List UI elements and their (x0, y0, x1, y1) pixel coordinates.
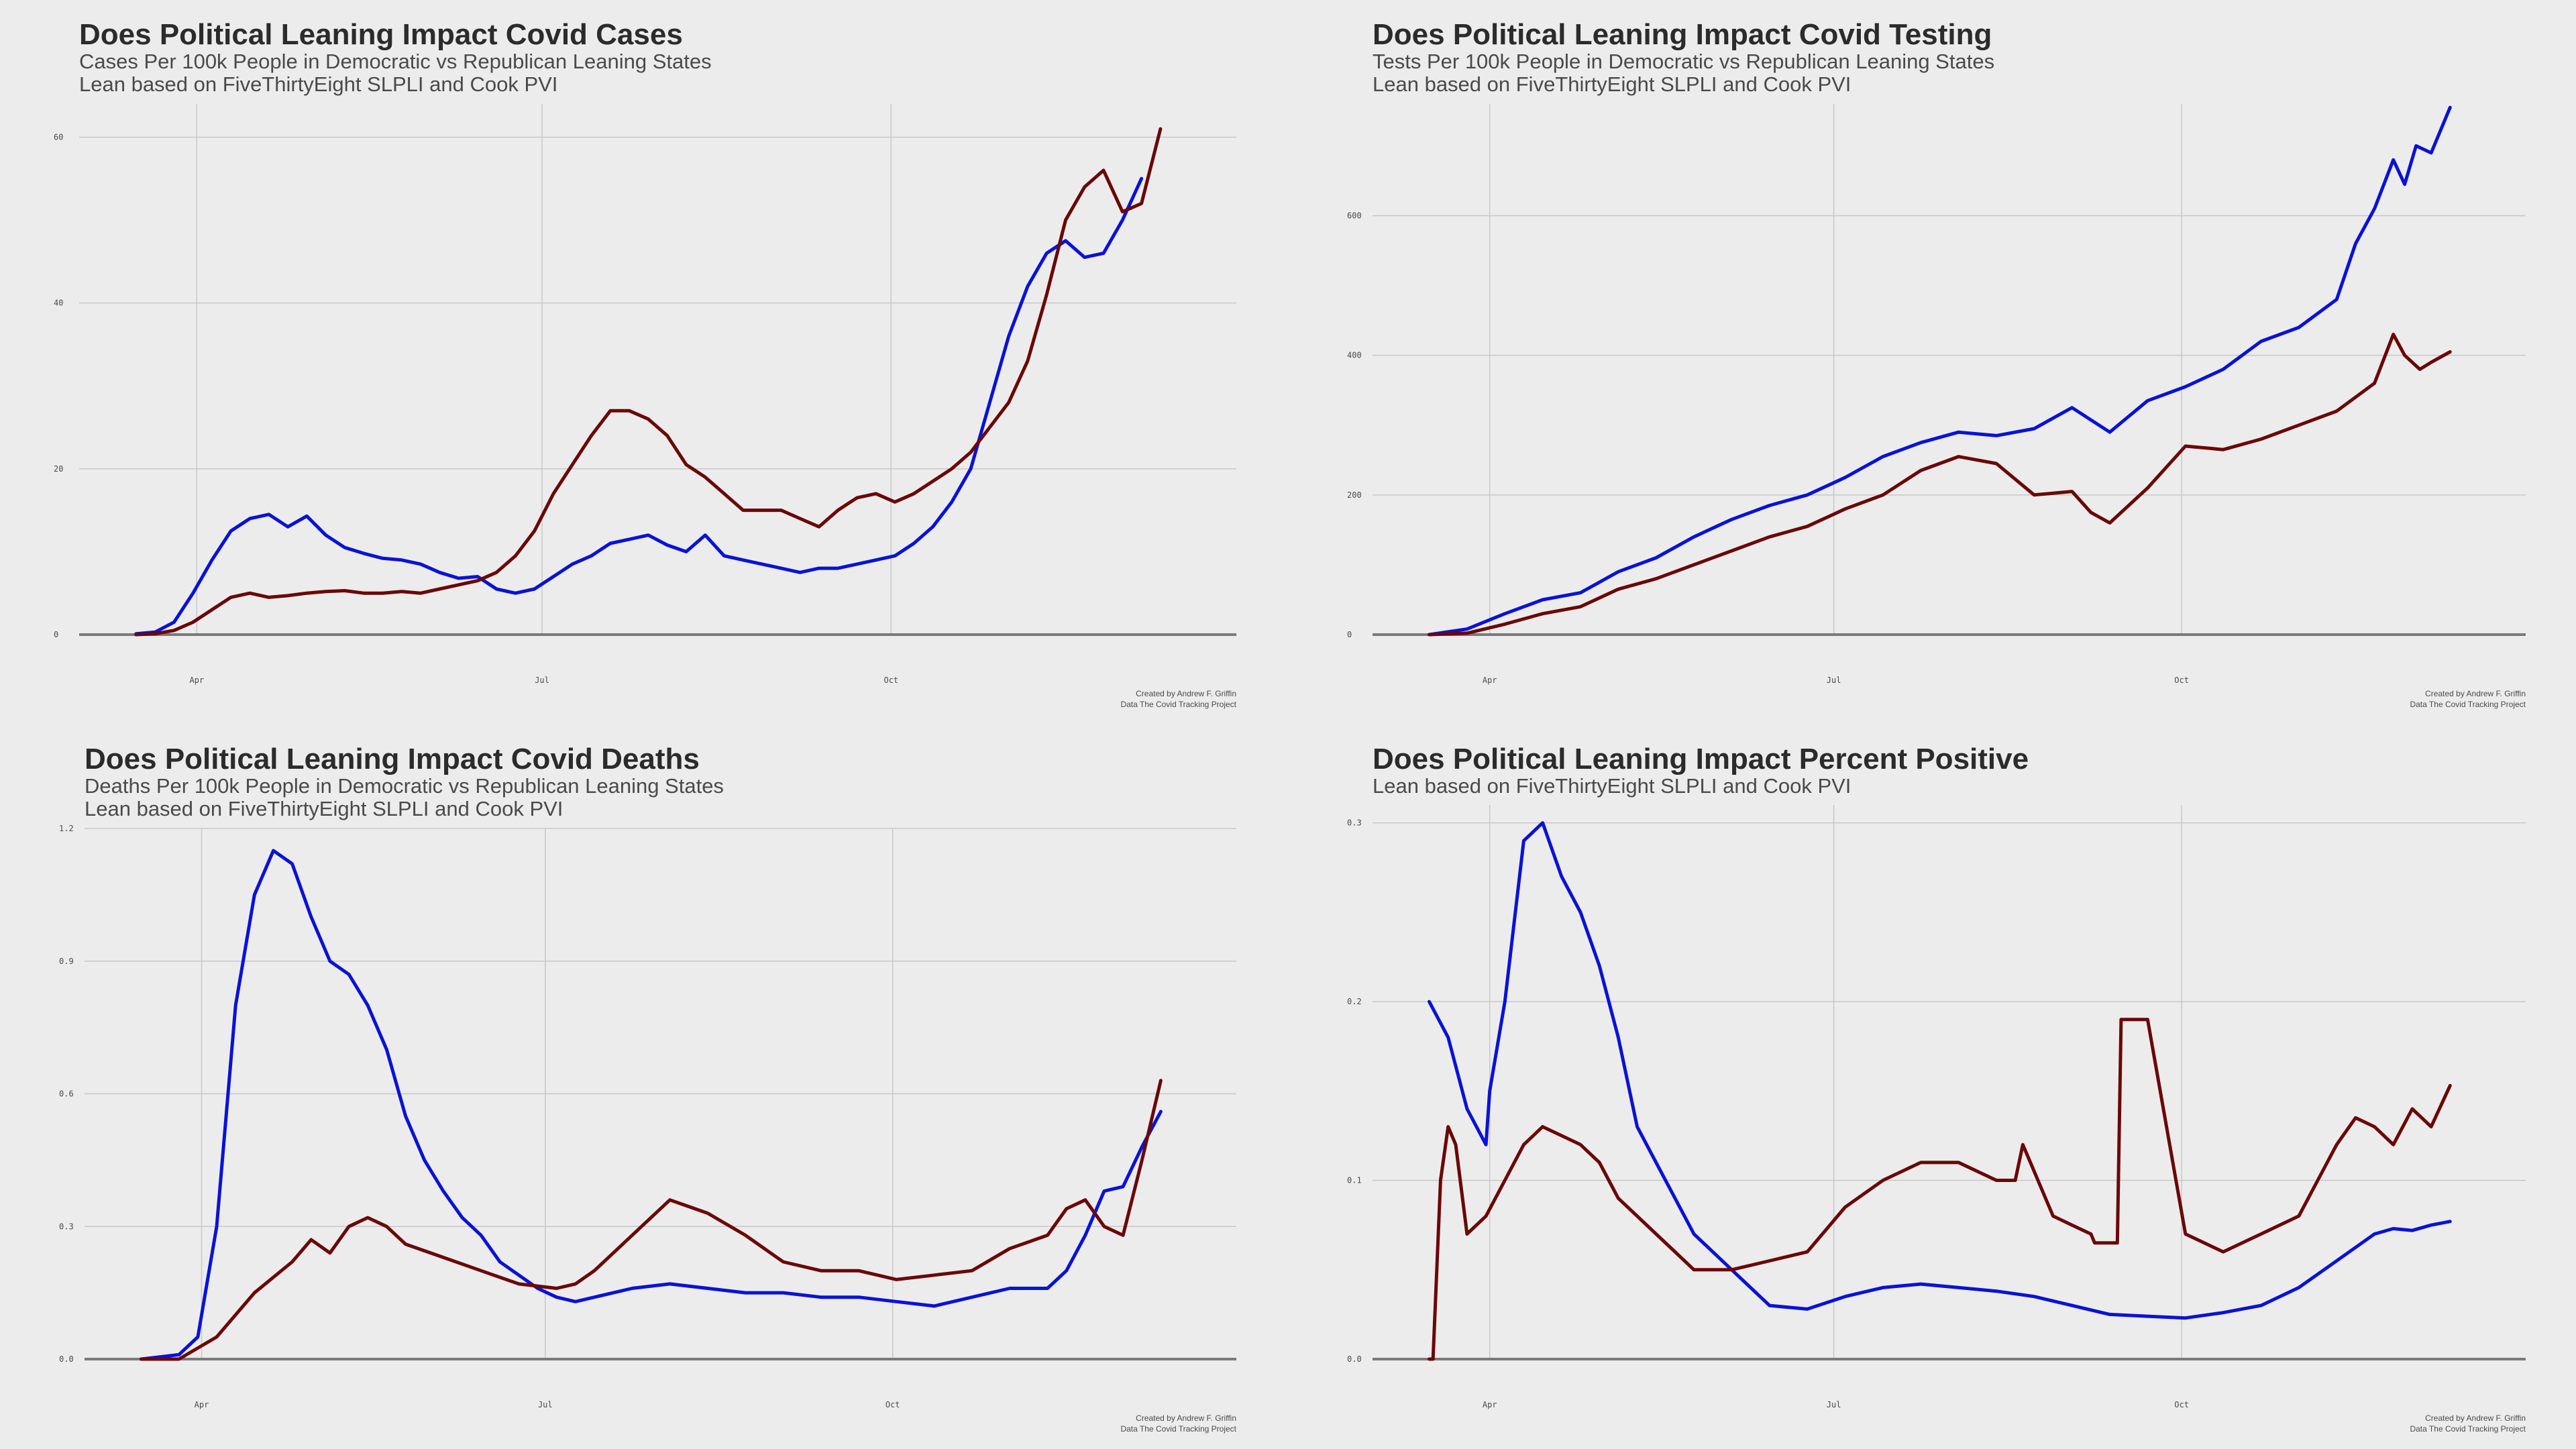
chart-title: Does Political Leaning Impact Covid Case… (79, 18, 683, 51)
chart-title: Does Political Leaning Impact Covid Test… (1373, 18, 1992, 51)
chart-title: Does Political Leaning Impact Covid Deat… (85, 743, 700, 775)
y-tick-label: 600 (1347, 211, 1362, 221)
x-tick-label: Jul (535, 676, 549, 685)
y-tick-label: 60 (54, 132, 63, 142)
y-tick-label: 0.0 (59, 1354, 74, 1364)
republican-series-line (139, 1079, 1163, 1361)
x-tick-label: Jul (538, 1400, 553, 1409)
chart-caption: Created by Andrew F. Griffin (1136, 1413, 1236, 1423)
chart-subtitle-line-2: Lean based on FiveThirtyEight SLPLI and … (1373, 72, 1851, 96)
x-tick-label: Oct (2174, 1400, 2189, 1409)
y-tick-label: 20 (54, 464, 63, 474)
x-tick-label: Oct (2174, 676, 2189, 685)
y-tick-label: 0 (1347, 630, 1352, 639)
y-tick-label: 0.9 (59, 957, 74, 966)
republican-series-line (134, 127, 1163, 637)
chart-subtitle-line-1: Cases Per 100k People in Democratic vs R… (79, 50, 712, 73)
chart-subtitle-line-2: Lean based on FiveThirtyEight SLPLI and … (85, 797, 564, 820)
x-tick-label: Apr (1483, 676, 1497, 685)
y-tick-label: 0 (54, 630, 58, 639)
chart-subtitle-line-1: Lean based on FiveThirtyEight SLPLI and … (1373, 774, 1851, 798)
chart-panel-testing: Does Political Leaning Impact Covid Test… (1288, 0, 2576, 724)
y-tick-label: 1.2 (59, 824, 74, 833)
x-tick-label: Oct (885, 1400, 900, 1409)
democratic-series-line (139, 849, 1163, 1361)
y-tick-label: 400 (1347, 351, 1362, 360)
line-chart-deaths: 0.0 0.3 0.6 0.9 1.2 Apr Jul Oct Created by Andre… (59, 824, 1237, 1434)
x-tick-label: Jul (1827, 676, 1841, 685)
chart-panel-cases: Does Political Leaning Impact Covid Case… (0, 0, 1288, 724)
x-tick-label: Apr (189, 676, 204, 685)
chart-panel-deaths: Does Political Leaning Impact Covid Deat… (0, 724, 1288, 1449)
x-tick-label: Jul (1827, 1400, 1841, 1409)
chart-subtitle-line-1: Deaths Per 100k People in Democratic vs … (85, 774, 724, 798)
y-tick-label: 0.1 (1347, 1176, 1362, 1185)
chart-subtitle-line-2: Lean based on FiveThirtyEight SLPLI and … (79, 72, 558, 96)
republican-series-line (1428, 333, 2452, 637)
line-chart-testing: 0 200 400 600 Apr Jul Oct Created by Andrew F. … (1347, 104, 2526, 709)
x-tick-label: Oct (883, 676, 898, 685)
chart-caption: Data The Covid Tracking Project (1120, 1424, 1236, 1434)
y-tick-label: 0.3 (59, 1222, 74, 1231)
y-tick-label: 0.2 (1347, 997, 1362, 1006)
line-chart-cases: 0 20 40 60 Apr Jul Oct Created by Andrew F. Gri… (54, 104, 1237, 709)
democratic-series-line (1428, 105, 2452, 637)
chart-title: Does Political Leaning Impact Percent Po… (1373, 743, 2029, 775)
chart-caption: Created by Andrew F. Griffin (1136, 689, 1236, 698)
chart-caption: Data The Covid Tracking Project (1120, 700, 1236, 709)
y-tick-label: 200 (1347, 490, 1362, 500)
y-tick-label: 0.3 (1347, 818, 1362, 828)
chart-caption: Data The Covid Tracking Project (2410, 700, 2526, 709)
chart-caption: Data The Covid Tracking Project (2410, 1424, 2526, 1434)
democratic-series-line (1428, 821, 2452, 1320)
line-chart-percent-positive: 0.0 0.1 0.2 0.3 Apr Jul Oct Created by Andrew F… (1347, 805, 2526, 1434)
republican-series-line (1428, 1018, 2452, 1361)
chart-caption: Created by Andrew F. Griffin (2425, 1413, 2526, 1423)
x-tick-label: Apr (1483, 1400, 1497, 1409)
y-tick-label: 0.6 (59, 1089, 74, 1099)
chart-panel-percent-positive: Does Political Leaning Impact Percent Po… (1288, 724, 2576, 1449)
democratic-series-line (134, 176, 1144, 636)
chart-caption: Created by Andrew F. Griffin (2425, 689, 2526, 698)
y-tick-label: 0.0 (1347, 1354, 1362, 1364)
chart-subtitle-line-1: Tests Per 100k People in Democratic vs R… (1373, 50, 1995, 73)
x-tick-label: Apr (195, 1400, 209, 1409)
y-tick-label: 40 (54, 299, 63, 308)
